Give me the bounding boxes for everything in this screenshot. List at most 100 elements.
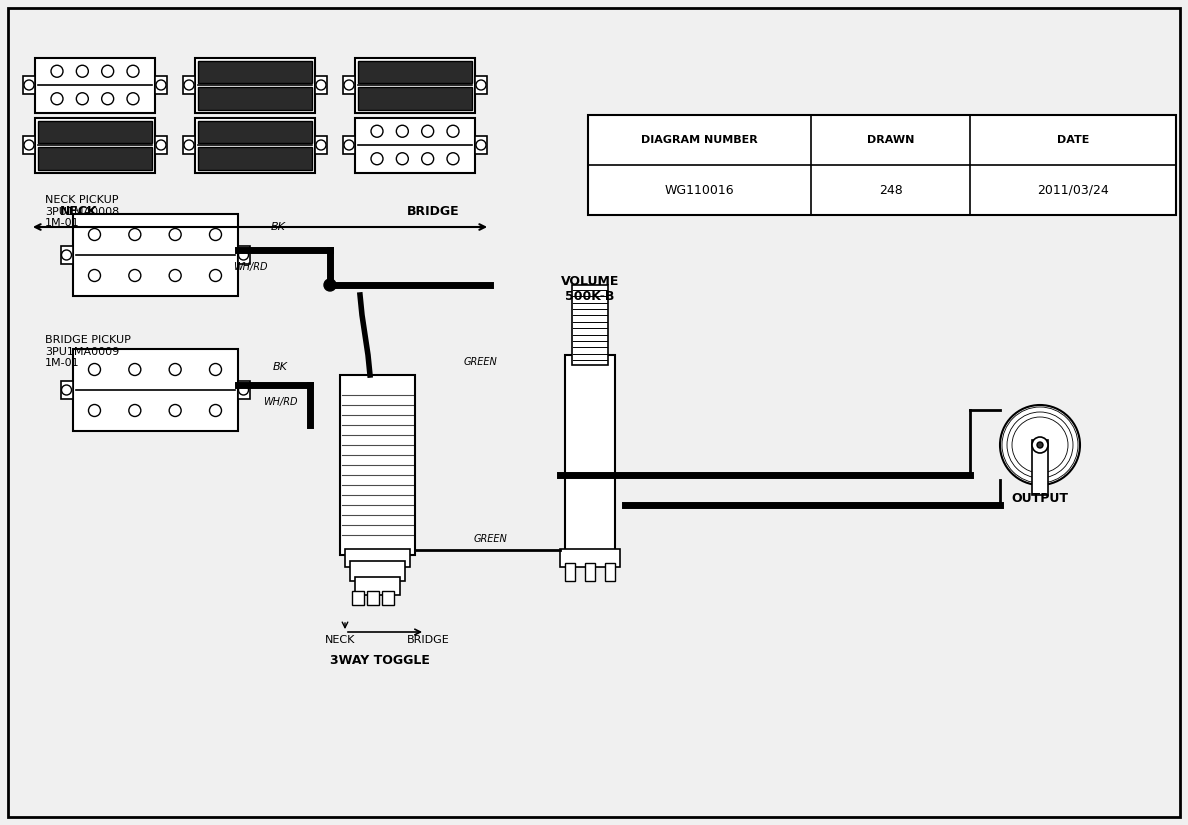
Bar xyxy=(475,76,487,94)
Circle shape xyxy=(476,80,486,90)
Bar xyxy=(565,563,575,581)
Circle shape xyxy=(62,250,71,260)
Circle shape xyxy=(169,364,181,375)
Bar xyxy=(198,147,312,169)
Bar xyxy=(605,563,615,581)
Circle shape xyxy=(76,65,88,78)
Circle shape xyxy=(422,125,434,137)
Text: NECK: NECK xyxy=(61,205,97,218)
Bar xyxy=(61,246,72,264)
Bar xyxy=(358,87,472,110)
Circle shape xyxy=(184,80,194,90)
Circle shape xyxy=(88,364,101,375)
Text: WG110016: WG110016 xyxy=(665,183,734,196)
Circle shape xyxy=(88,404,101,417)
Bar xyxy=(198,120,312,143)
Circle shape xyxy=(169,229,181,241)
Circle shape xyxy=(447,125,459,137)
Bar xyxy=(358,60,472,83)
Text: BK: BK xyxy=(272,362,287,372)
Bar xyxy=(198,60,312,83)
Bar xyxy=(355,117,475,172)
Circle shape xyxy=(1032,437,1048,453)
Circle shape xyxy=(76,92,88,105)
Circle shape xyxy=(128,229,141,241)
Bar xyxy=(34,117,154,172)
Circle shape xyxy=(209,404,221,417)
Bar xyxy=(61,381,72,399)
Circle shape xyxy=(371,125,383,137)
Text: DATE: DATE xyxy=(1057,135,1089,145)
Bar xyxy=(352,591,364,605)
Bar xyxy=(565,355,615,555)
Circle shape xyxy=(422,153,434,165)
Circle shape xyxy=(397,153,409,165)
Text: 2011/03/24: 2011/03/24 xyxy=(1037,183,1108,196)
Bar xyxy=(383,591,394,605)
Circle shape xyxy=(239,250,248,260)
Circle shape xyxy=(345,140,354,150)
Circle shape xyxy=(51,92,63,105)
Text: OUTPUT: OUTPUT xyxy=(1011,492,1068,505)
Bar xyxy=(72,349,238,431)
Bar xyxy=(350,561,405,581)
Text: 3WAY TOGGLE: 3WAY TOGGLE xyxy=(330,653,430,667)
Text: NECK: NECK xyxy=(324,635,355,645)
Circle shape xyxy=(169,270,181,281)
Circle shape xyxy=(371,153,383,165)
Bar xyxy=(195,58,315,112)
Circle shape xyxy=(316,140,326,150)
Bar xyxy=(345,549,410,567)
Bar xyxy=(72,214,238,296)
Bar xyxy=(571,285,608,365)
Bar xyxy=(1032,440,1048,495)
Text: GREEN: GREEN xyxy=(463,357,497,367)
Text: VOLUME
500K-B: VOLUME 500K-B xyxy=(561,275,619,303)
Bar xyxy=(154,76,168,94)
Bar xyxy=(38,147,152,169)
Bar xyxy=(238,381,249,399)
Circle shape xyxy=(239,385,248,395)
Circle shape xyxy=(128,404,141,417)
Circle shape xyxy=(128,270,141,281)
Circle shape xyxy=(324,279,336,291)
Text: GREEN: GREEN xyxy=(473,534,507,544)
Bar xyxy=(584,563,595,581)
Circle shape xyxy=(128,364,141,375)
Bar xyxy=(340,375,415,555)
Circle shape xyxy=(156,140,166,150)
Bar xyxy=(183,136,195,154)
Circle shape xyxy=(51,65,63,78)
Bar xyxy=(195,117,315,172)
Bar xyxy=(23,136,34,154)
Bar xyxy=(343,136,355,154)
Circle shape xyxy=(169,404,181,417)
Circle shape xyxy=(1000,405,1080,485)
Circle shape xyxy=(127,92,139,105)
Bar xyxy=(588,115,1176,215)
Circle shape xyxy=(24,80,34,90)
Circle shape xyxy=(209,364,221,375)
Text: NECK PICKUP
3PU1MA0008
1M-01: NECK PICKUP 3PU1MA0008 1M-01 xyxy=(45,195,119,229)
Bar xyxy=(315,76,327,94)
Circle shape xyxy=(1037,442,1043,448)
Circle shape xyxy=(209,229,221,241)
Text: WH/RD: WH/RD xyxy=(263,397,297,407)
Bar xyxy=(355,577,400,595)
Circle shape xyxy=(88,270,101,281)
Text: BK: BK xyxy=(271,222,285,232)
Bar xyxy=(23,76,34,94)
Bar xyxy=(34,58,154,112)
Text: DRAWN: DRAWN xyxy=(867,135,915,145)
Text: BRIDGE PICKUP
3PU1MA0009
1M-01: BRIDGE PICKUP 3PU1MA0009 1M-01 xyxy=(45,335,131,368)
Bar xyxy=(367,591,379,605)
Text: WH/RD: WH/RD xyxy=(233,262,267,272)
Circle shape xyxy=(345,80,354,90)
Circle shape xyxy=(447,153,459,165)
Text: DIAGRAM NUMBER: DIAGRAM NUMBER xyxy=(642,135,758,145)
Bar xyxy=(154,136,168,154)
Circle shape xyxy=(209,270,221,281)
Bar xyxy=(475,136,487,154)
Circle shape xyxy=(184,140,194,150)
Bar xyxy=(343,76,355,94)
